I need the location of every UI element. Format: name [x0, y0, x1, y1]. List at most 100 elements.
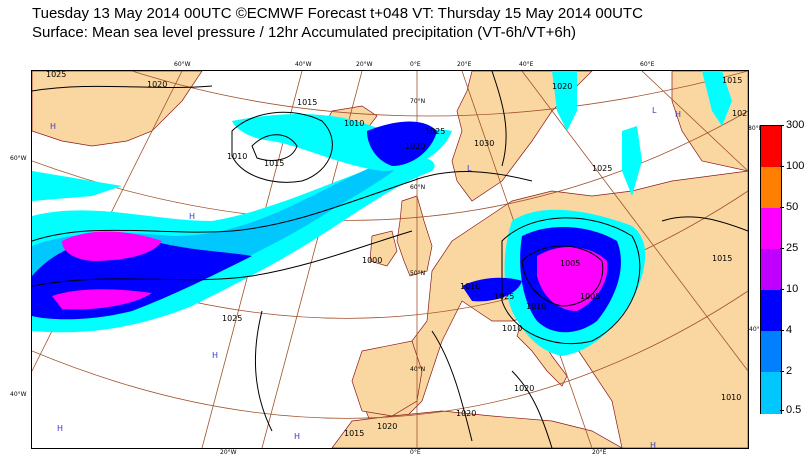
high-marker: H [212, 351, 218, 360]
lat-label-40n: 40°N [410, 366, 425, 373]
map-canvas: 1025 1020 1015 1010 1010 1020 1025 1030 … [32, 71, 748, 448]
pressure-centers: H H L H L H H H H [50, 106, 681, 448]
legend-tick-50: 50 [780, 201, 798, 213]
legend-tick-4: 4 [780, 324, 792, 336]
high-marker: H [294, 432, 300, 441]
ireland [369, 230, 398, 267]
isobar-label: 1010 [721, 393, 741, 402]
precipitation [32, 71, 732, 356]
lat-label-50n: 50°N [410, 270, 425, 277]
isobar-label: 1025 [592, 164, 612, 173]
isobar-label: 1015 [264, 159, 284, 168]
legend-swatch [761, 372, 781, 414]
isobar-italy-low [521, 245, 604, 307]
isobar-med [511, 370, 553, 448]
isobar-label: 1015 [722, 76, 742, 85]
isobar-east [661, 216, 748, 232]
legend-swatch [761, 167, 781, 209]
legend-swatch [761, 126, 781, 168]
isobar-label: 1025 [425, 127, 445, 136]
isobar-label: 1020 [552, 82, 572, 91]
parallel-70n [131, 71, 748, 117]
legend-swatch [761, 290, 781, 332]
legend-tick-100: 100 [780, 160, 804, 172]
coord-left-60w: 60°W [10, 155, 27, 162]
legend-tick-2: 2 [780, 365, 792, 377]
precip-atlantic-magenta [62, 231, 162, 261]
precipitation-legend [760, 125, 782, 414]
lat-label-70n: 70°N [410, 98, 425, 105]
legend-swatch [761, 249, 781, 291]
precip-north-blue [367, 121, 437, 166]
coord-top-60w: 60°W [174, 61, 191, 68]
iberia [351, 340, 423, 417]
legend-tick-0-5: 0.5 [780, 404, 801, 416]
parallel-40n [32, 290, 748, 419]
meridian-60e [641, 71, 748, 172]
latitude-labels: 70°N 60°N 50°N 40°N [410, 98, 425, 373]
great-britain [396, 195, 433, 277]
isobar-north-low-inner [251, 134, 298, 161]
coord-top-60e: 60°E [640, 61, 655, 68]
lat-label-60n: 60°N [410, 184, 425, 191]
isobar-label: 1005 [580, 292, 600, 301]
coord-right-40e: 40°E [749, 326, 764, 333]
isobar-label: 1020 [456, 409, 476, 418]
isobar-baltic [491, 71, 507, 167]
greenland [32, 71, 203, 147]
isobar-label: 1025 [732, 109, 748, 118]
precip-atlantic-magenta-2 [52, 289, 152, 310]
legend-tick-300: 300 [780, 119, 804, 131]
isobar-atlantic-2 [32, 230, 413, 287]
isobars [32, 71, 748, 448]
isobar-label: 1025 [494, 292, 514, 301]
coord-left-40w: 40°W [10, 391, 27, 398]
isobar-iberia [431, 330, 473, 442]
isobar-label: 1010 [526, 302, 546, 311]
coord-top-40e: 40°E [519, 61, 534, 68]
meridian-40e [521, 71, 748, 372]
low-marker: L [467, 164, 472, 173]
isobar-label: 1025 [46, 71, 66, 79]
legend-swatch [761, 208, 781, 250]
isobar-label: 1025 [222, 314, 242, 323]
isobar-label: 1020 [514, 384, 534, 393]
high-marker: H [50, 122, 56, 131]
forecast-map[interactable]: 1025 1020 1015 1010 1010 1020 1025 1030 … [31, 70, 749, 449]
coord-right-80e: 80°E [748, 125, 763, 132]
low-marker: L [652, 106, 657, 115]
isobar-label: 1010 [502, 324, 522, 333]
high-marker: H [57, 424, 63, 433]
precip-east-cyan [622, 126, 642, 196]
coord-bottom-20e: 20°E [592, 449, 607, 456]
high-marker: H [650, 441, 656, 448]
isobar-arctic [32, 85, 213, 92]
isobar-label: 1030 [474, 139, 494, 148]
precip-alps-blue [462, 277, 522, 302]
isobar-label: 1015 [297, 98, 317, 107]
legend-tick-10: 10 [780, 283, 798, 295]
isobar-label: 1020 [147, 80, 167, 89]
isobar-high-atlantic [254, 310, 273, 432]
isobar-label: 1015 [344, 429, 364, 438]
isobar-label: 1020 [377, 422, 397, 431]
precip-east-cyan-2 [702, 71, 732, 126]
high-marker: H [675, 110, 681, 119]
coord-top-20w: 20°W [356, 61, 373, 68]
precip-baltic-cyan [552, 71, 577, 131]
coord-bottom-0e: 0°E [410, 449, 421, 456]
coord-top-0e: 0°E [410, 61, 421, 68]
precip-italy-magenta [537, 246, 608, 311]
high-marker: H [189, 212, 195, 221]
legend-swatch [761, 331, 781, 373]
isobar-label: 1010 [460, 282, 480, 291]
isobar-label: 1005 [560, 259, 580, 268]
isobar-label: 1010 [344, 119, 364, 128]
coord-top-40w: 40°W [295, 61, 312, 68]
parallel-60n [32, 110, 748, 221]
isobar-label: 1010 [227, 152, 247, 161]
chart-title: Tuesday 13 May 2014 00UTC ©ECMWF Forecas… [32, 4, 643, 42]
title-line-1: Tuesday 13 May 2014 00UTC ©ECMWF Forecas… [32, 5, 643, 22]
coord-bottom-20w: 20°W [220, 449, 237, 456]
isobar-label: 1020 [405, 142, 425, 151]
